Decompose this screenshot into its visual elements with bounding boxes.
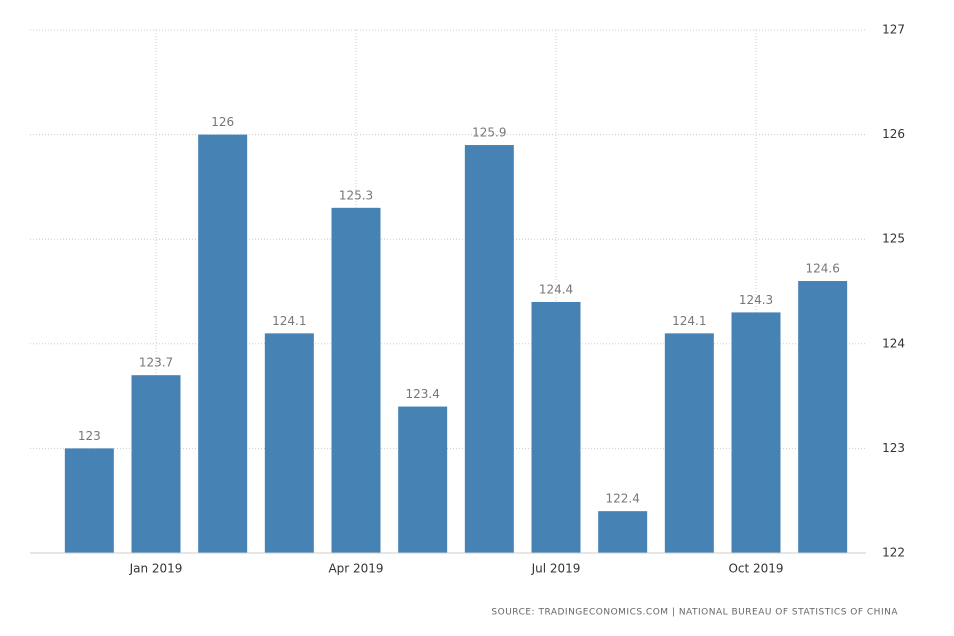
bar [331, 207, 381, 553]
value-label: 123 [78, 429, 101, 443]
value-label: 122.4 [605, 492, 639, 506]
x-tick-label: Apr 2019 [328, 562, 383, 576]
value-label: 126 [211, 115, 234, 129]
bar [664, 333, 714, 553]
y-tick-label: 123 [882, 441, 905, 455]
bar [598, 511, 648, 553]
y-tick-label: 126 [882, 127, 905, 141]
value-label: 124.3 [739, 293, 773, 307]
bar [464, 145, 514, 553]
value-label: 124.4 [539, 282, 573, 296]
y-tick-label: 124 [882, 336, 905, 350]
value-label: 124.1 [272, 314, 306, 328]
bar [398, 406, 448, 553]
bar [198, 134, 248, 553]
y-tick-label: 127 [882, 23, 905, 37]
bar [131, 375, 181, 553]
value-label: 125.9 [472, 126, 506, 140]
x-tick-label: Oct 2019 [728, 562, 783, 576]
value-label: 125.3 [339, 188, 373, 202]
x-tick-label: Jul 2019 [531, 562, 581, 576]
x-tick-label: Jan 2019 [129, 562, 183, 576]
bar [798, 281, 848, 553]
y-tick-label: 122 [882, 546, 905, 560]
bar [531, 301, 581, 553]
bar [64, 448, 114, 553]
source-note: SOURCE: TRADINGECONOMICS.COM | NATIONAL … [491, 608, 898, 618]
y-tick-label: 125 [882, 232, 905, 246]
value-label: 123.7 [139, 356, 173, 370]
bar [731, 312, 781, 553]
value-label: 124.1 [672, 314, 706, 328]
value-label: 123.4 [405, 387, 439, 401]
value-label: 124.6 [805, 262, 839, 276]
bar [264, 333, 314, 553]
